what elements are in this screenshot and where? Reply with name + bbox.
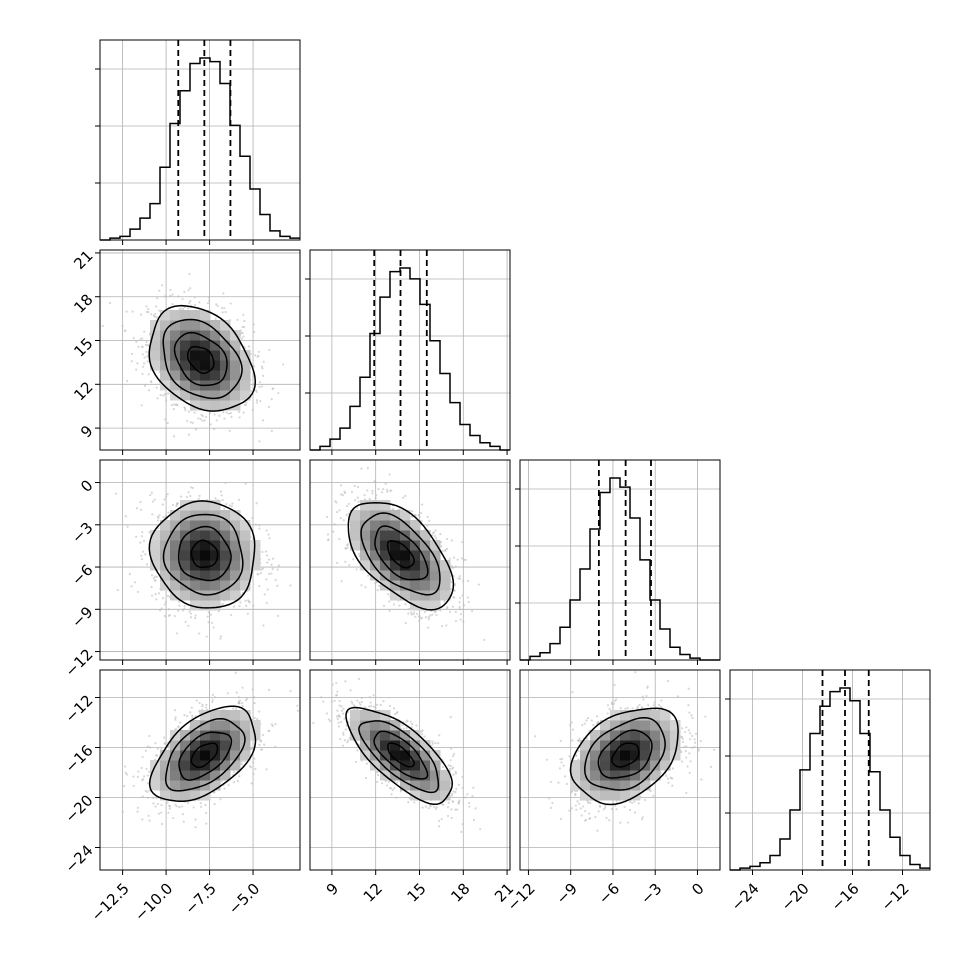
density-panel-1-2 [309, 459, 511, 665]
panel-frame [99, 39, 301, 241]
histogram-step-1 [310, 267, 510, 451]
y-tick-label: 15 [70, 334, 96, 360]
contour-level-2 [358, 720, 440, 794]
y-tick-label: −3 [68, 519, 96, 547]
contour-level-3 [148, 305, 257, 412]
contour-level-2 [164, 717, 246, 792]
contour-level-1 [177, 525, 232, 582]
contour-level-3 [148, 705, 257, 802]
x-tick-label: −12.5 [88, 880, 133, 925]
contour-level-2 [162, 318, 243, 400]
y-tick-label: −20 [61, 791, 96, 826]
histogram-panel-3 [725, 669, 931, 875]
histogram-panel-2 [515, 459, 721, 665]
y-tick-label: −12 [61, 691, 96, 726]
contour-level-1 [373, 730, 429, 780]
contour-level-1 [374, 525, 429, 581]
panel-frame [519, 669, 721, 871]
y-tick-label: −9 [68, 603, 96, 631]
contour-level-0 [611, 742, 640, 768]
x-tick-label: −10.0 [131, 880, 176, 925]
x-tick-label: −6 [595, 880, 623, 908]
x-tick-label: 18 [447, 880, 473, 906]
panel-frame [99, 669, 301, 871]
contour-level-1 [178, 731, 233, 781]
y-tick-label: 21 [70, 247, 96, 273]
density-panel-0-1 [95, 249, 301, 455]
histogram-step-2 [520, 477, 720, 661]
y-tick-label: 0 [77, 476, 96, 495]
x-tick-label: −3 [637, 880, 665, 908]
histogram-step-3 [730, 687, 930, 871]
contour-level-3 [148, 500, 256, 609]
histogram-panel-0 [95, 39, 301, 245]
x-tick-label: −24 [728, 880, 763, 915]
x-tick-label: −9 [553, 880, 581, 908]
density-shading [150, 710, 261, 801]
x-tick-label: −16 [828, 880, 863, 915]
panel-frame [309, 669, 511, 871]
panel-frame [99, 249, 301, 451]
y-tick-label: −16 [61, 741, 96, 776]
contour-level-0 [386, 539, 415, 569]
x-tick-label: −20 [778, 880, 813, 915]
contour-level-3 [569, 707, 679, 806]
panel-frame [519, 459, 721, 661]
density-panel-2-3 [519, 669, 721, 875]
x-tick-label: 0 [688, 880, 707, 899]
histogram-step-0 [100, 57, 300, 241]
contour-level-0 [190, 742, 219, 769]
panel-frame [309, 249, 511, 451]
contour-level-3 [347, 502, 455, 611]
y-tick-label: 12 [70, 378, 96, 404]
contour-level-0 [387, 742, 415, 768]
density-panel-1-3 [309, 669, 511, 875]
density-shading [350, 500, 451, 611]
contour-level-0 [186, 345, 215, 374]
x-tick-label: 15 [404, 880, 430, 906]
x-tick-label: 9 [323, 880, 342, 899]
panel-frame [99, 459, 301, 661]
x-tick-label: −5.0 [225, 880, 263, 918]
contour-level-1 [597, 729, 653, 779]
y-tick-label: −6 [68, 561, 96, 589]
contour-level-2 [584, 716, 666, 791]
x-tick-label: −12 [878, 880, 913, 915]
x-tick-label: 12 [360, 880, 386, 906]
y-tick-label: −24 [61, 841, 96, 876]
y-tick-label: 18 [70, 291, 96, 317]
density-panel-0-2 [95, 459, 301, 665]
density-panel-0-3 [95, 669, 301, 875]
contour-level-0 [190, 539, 219, 569]
contour-level-2 [162, 513, 244, 596]
contour-level-1 [173, 331, 228, 387]
y-tick-label: 9 [77, 422, 96, 441]
panel-frame [729, 669, 931, 871]
histogram-panel-1 [305, 249, 511, 455]
corner-panels: −12.5−10.0 −7.5 −5.0 9 12 15 18 21 −12 −9 −6 −3 0 −24… [61, 39, 931, 925]
y-tick-label: −12 [61, 645, 96, 680]
contour-level-2 [360, 512, 441, 596]
contour-level-3 [345, 706, 453, 805]
panel-frame [309, 459, 511, 661]
x-tick-label: −7.5 [181, 880, 219, 918]
